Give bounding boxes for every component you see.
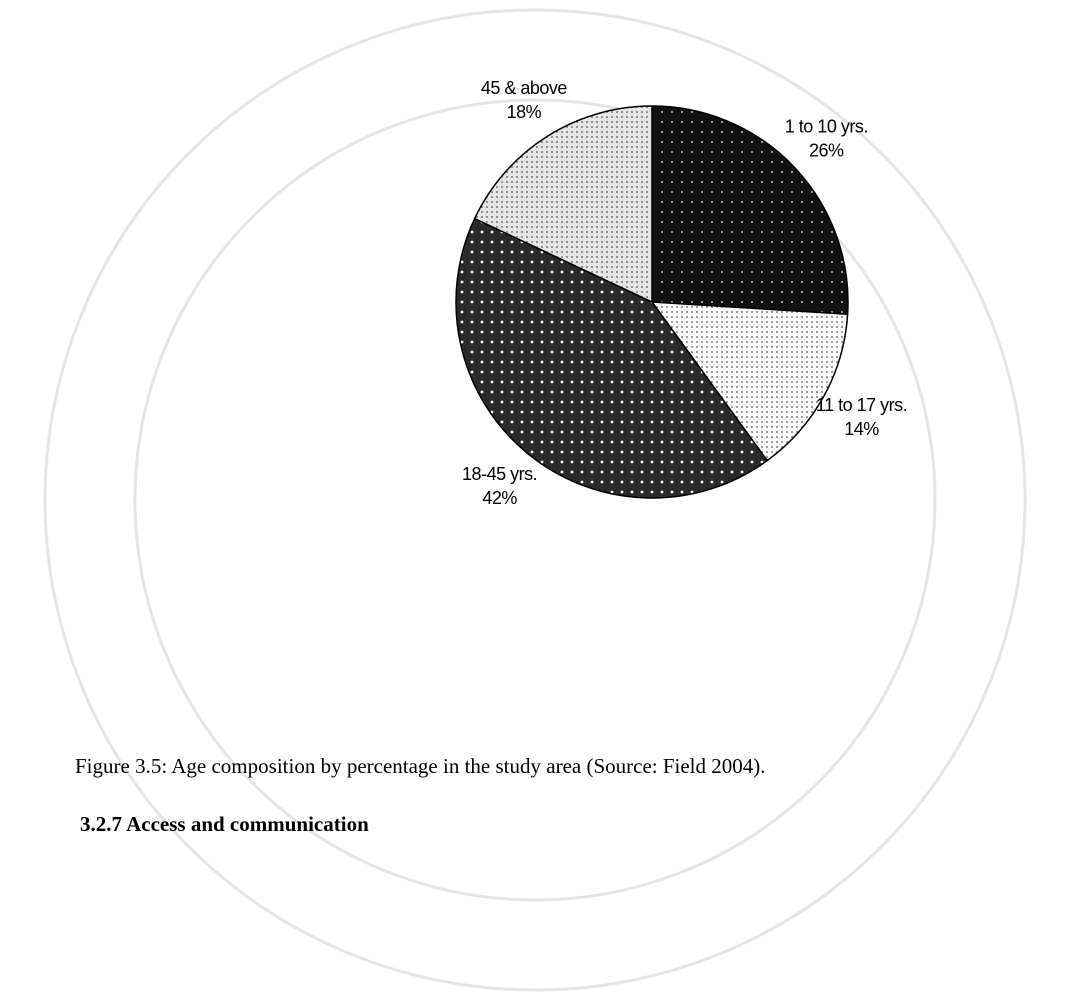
slice-value-label: 18% [507,102,542,122]
slice-label: 1 to 10 yrs. [785,116,868,136]
section-heading: 3.2.7 Access and communication [80,812,369,837]
slice-value-label: 14% [844,419,879,439]
slice-value-label: 26% [809,140,844,160]
slice-value-label: 42% [482,488,517,508]
page: 1 to 10 yrs. 26% 11 to 17 yrs. 14% 18-45 yrs… [0,0,1069,997]
figure-caption: Figure 3.5: Age composition by percentag… [75,752,1065,780]
chart: 1 to 10 yrs. 26% 11 to 17 yrs. 14% 18-45 yrs… [0,0,1069,997]
slice-label: 11 to 17 yrs. [816,395,907,415]
slice-label: 18-45 yrs. [462,464,537,484]
pie-slice [652,106,848,314]
slice-label: 45 & above [481,78,568,98]
